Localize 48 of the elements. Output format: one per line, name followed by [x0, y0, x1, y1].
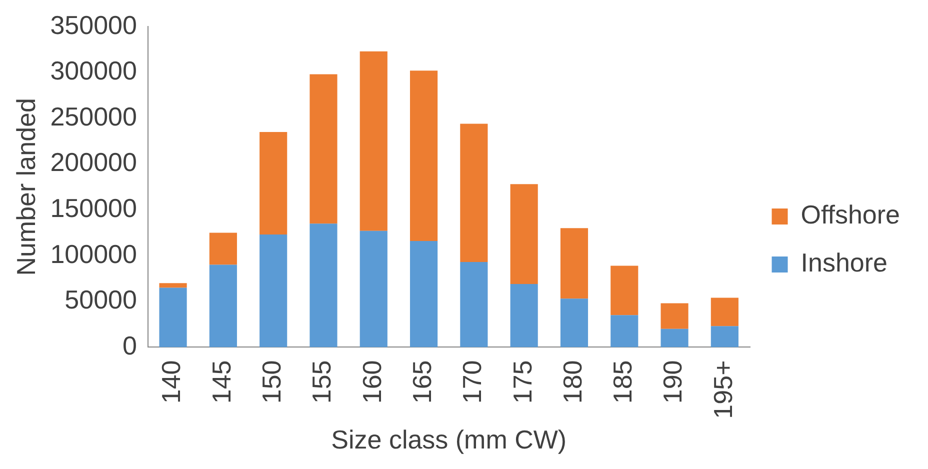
bar: [360, 230, 388, 348]
y-tick-label: 100000: [50, 238, 137, 269]
legend-label: Inshore: [800, 248, 888, 278]
y-tick-label: 350000: [50, 10, 137, 40]
bar: [260, 132, 288, 235]
bar: [610, 266, 638, 316]
x-axis-title: Size class (mm CW): [331, 424, 567, 455]
x-tick-label: 150: [256, 360, 287, 404]
bar: [510, 184, 538, 284]
bar: [260, 234, 288, 348]
bar: [360, 51, 388, 231]
bar: [209, 232, 237, 265]
bar: [460, 124, 488, 262]
bar: [560, 228, 588, 299]
y-tick-label: 50000: [64, 284, 137, 315]
x-tick-label: 140: [156, 360, 186, 404]
x-tick-label: 185: [608, 360, 638, 404]
y-tick-label: 200000: [50, 147, 137, 178]
legend-label: Offshore: [800, 200, 900, 230]
bar: [310, 74, 338, 224]
x-tick-label: 155: [306, 360, 337, 404]
bar: [560, 298, 588, 348]
bar: [510, 284, 538, 348]
bar: [710, 326, 738, 348]
y-tick-label: 250000: [50, 101, 137, 132]
bar: [159, 283, 187, 288]
bar: [159, 288, 187, 348]
bar: [410, 240, 438, 348]
x-tick-label: 175: [507, 360, 538, 404]
x-tick-label: 145: [206, 360, 236, 404]
x-tick-label: 190: [658, 360, 688, 404]
x-tick-label: 195+: [708, 360, 738, 419]
y-tick-label: 300000: [50, 56, 137, 86]
x-tick-label: 160: [356, 360, 387, 404]
x-tick-label: 180: [557, 360, 588, 404]
x-tick-label: 170: [457, 360, 488, 404]
bar: [410, 70, 438, 241]
bar: [710, 298, 738, 326]
bar: [310, 224, 338, 348]
y-tick-label: 150000: [50, 192, 137, 223]
y-axis-title: Number landed: [10, 98, 41, 276]
bar: [209, 264, 237, 348]
y-tick-label: 0: [122, 330, 137, 360]
bar: [610, 315, 638, 348]
bar: [460, 262, 488, 348]
bar: [660, 328, 688, 348]
bar: [660, 303, 688, 329]
x-tick-label: 165: [406, 360, 437, 404]
